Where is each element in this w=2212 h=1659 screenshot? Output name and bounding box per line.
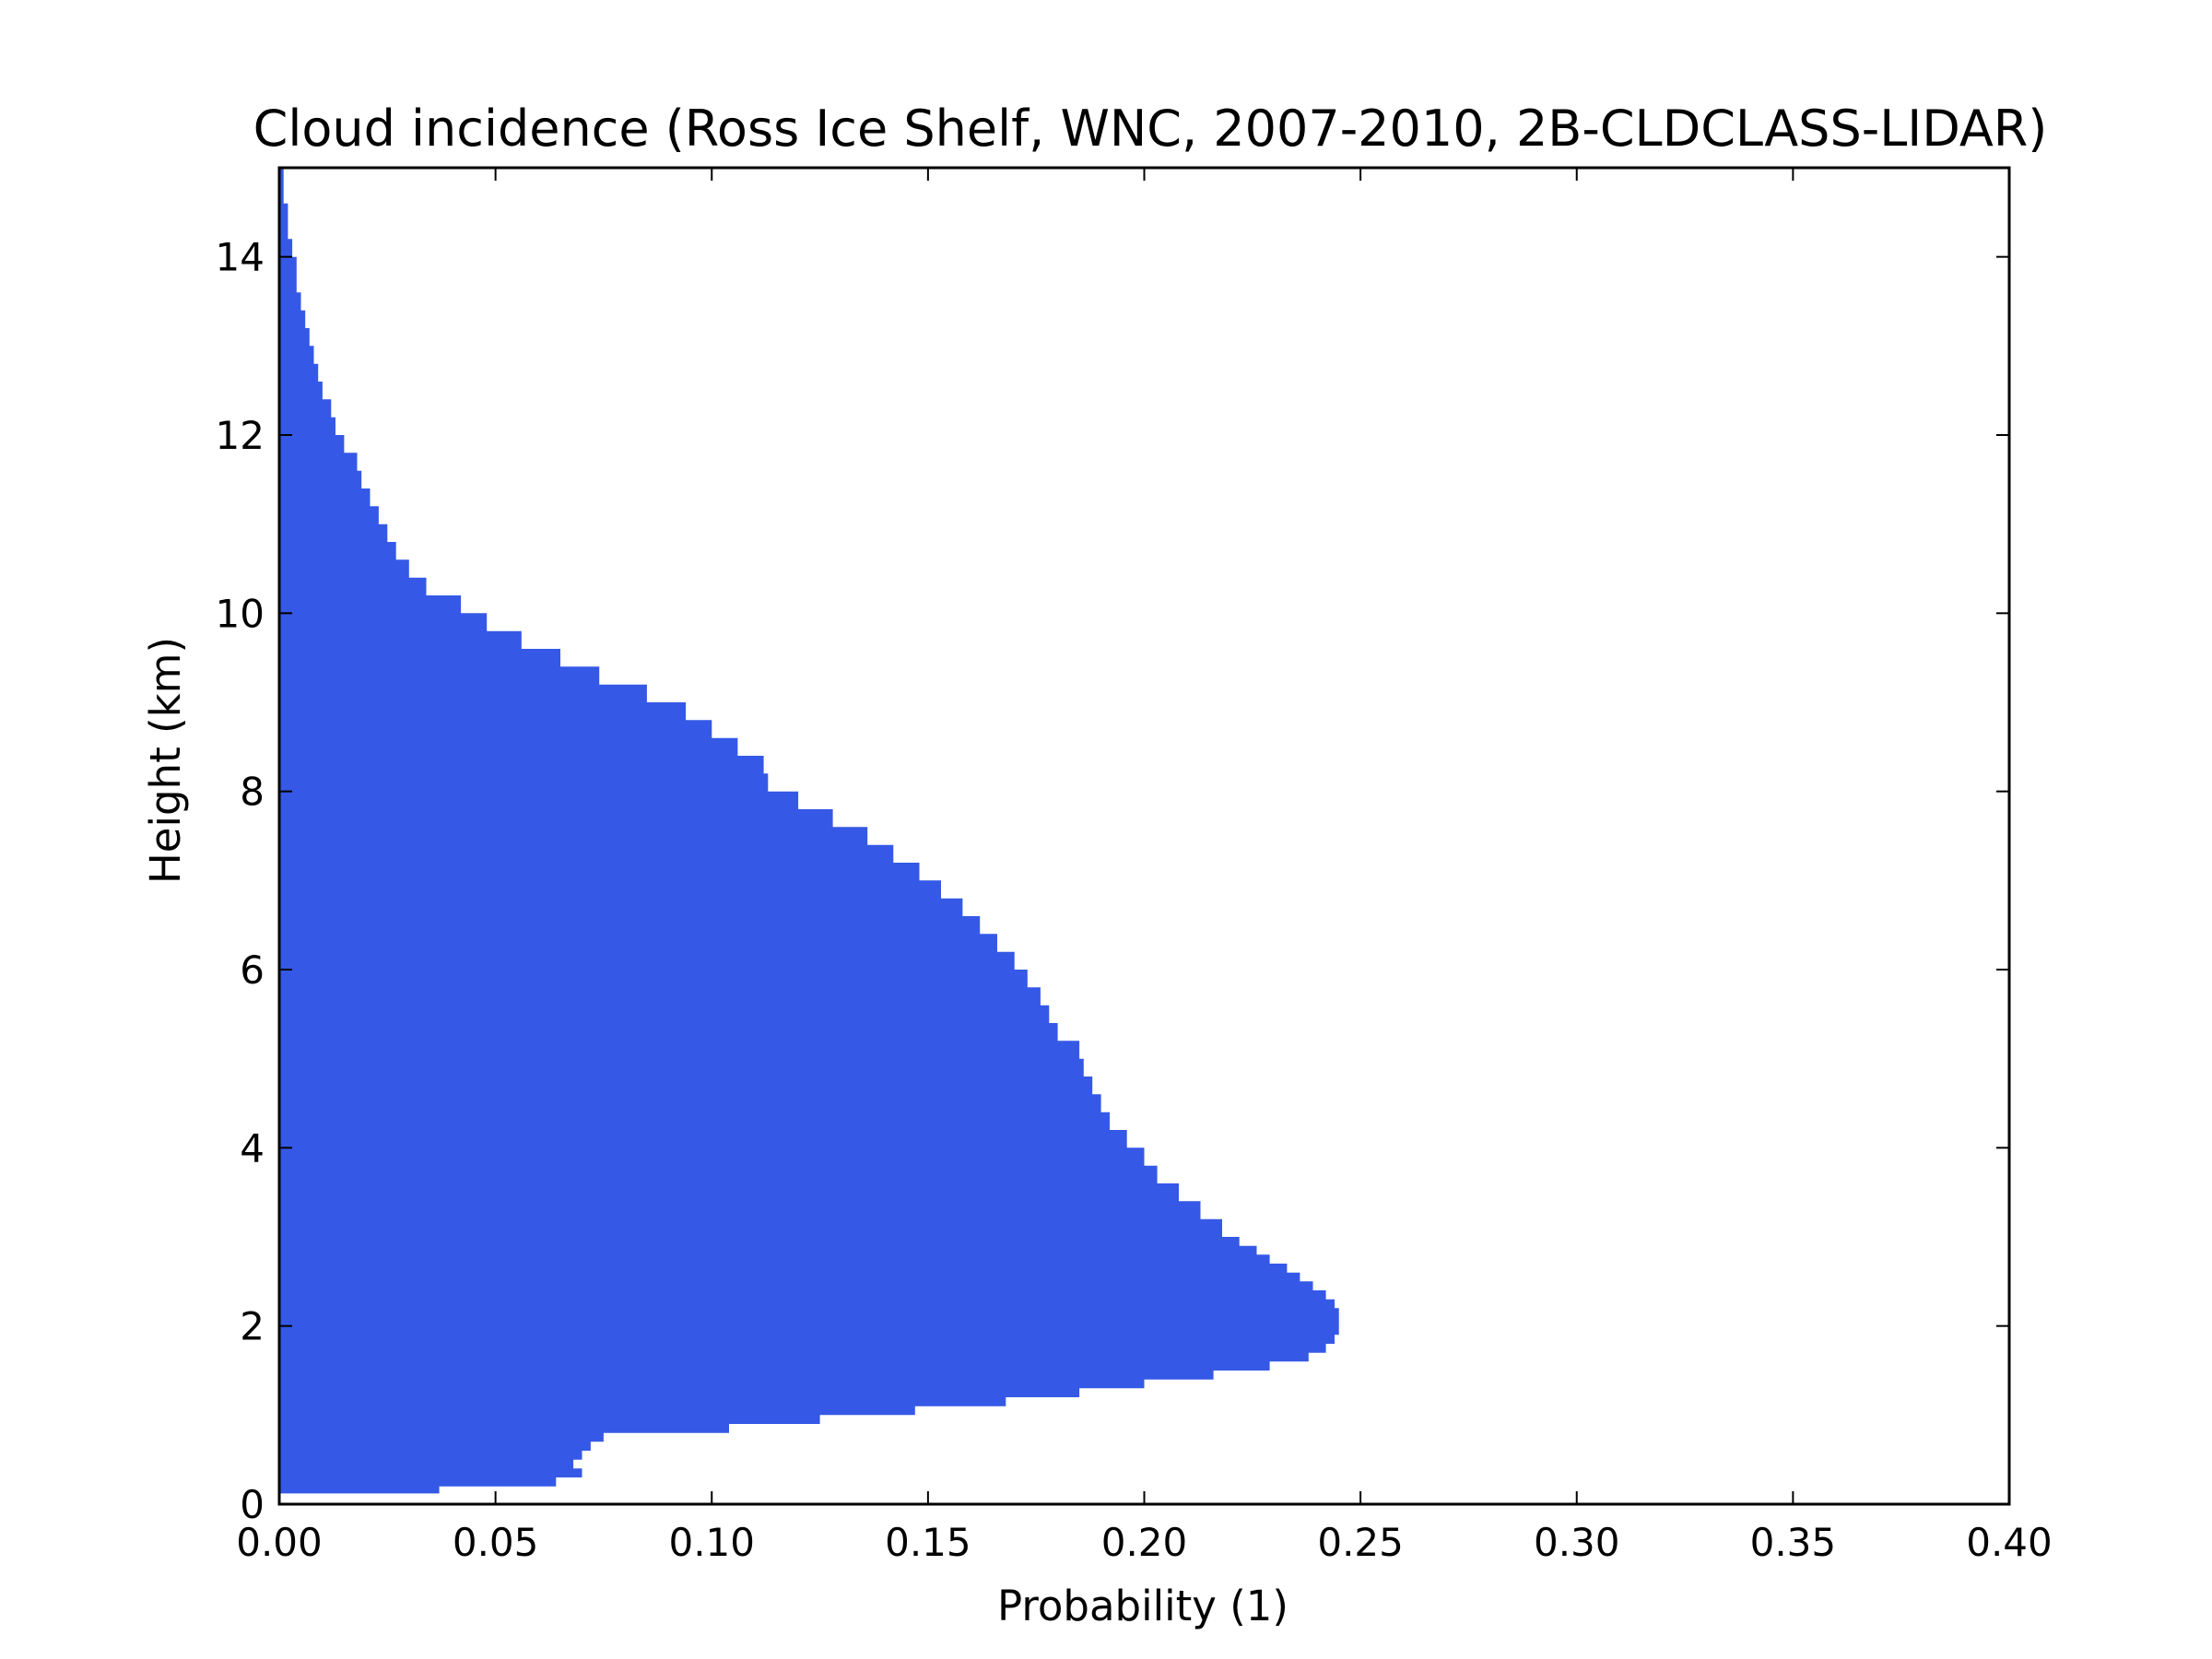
y-axis-label: Height (km) (141, 637, 190, 884)
probability-area (279, 168, 1339, 1504)
x-tick-label: 0.10 (668, 1520, 755, 1565)
chart-title: Cloud incidence (Ross Ice Shelf, WNC, 20… (253, 100, 2048, 158)
y-tick-label: 8 (240, 770, 265, 815)
x-tick-label: 0.40 (1966, 1520, 2053, 1565)
axes: 0.00 0.05 0.10 0.15 0.20 0.25 0.30 0.35 0.40 0 2 4 6… (216, 166, 2053, 1565)
y-tick-label: 4 (240, 1125, 265, 1171)
x-tick-label: 0.30 (1534, 1520, 1620, 1565)
x-tick-label: 0.35 (1750, 1520, 1837, 1565)
x-tick-label: 0.05 (453, 1520, 539, 1565)
x-tick-label: 0.20 (1101, 1520, 1188, 1565)
y-tick-label: 10 (216, 591, 265, 636)
x-tick-label: 0.15 (885, 1520, 971, 1565)
y-tick-label: 2 (240, 1304, 265, 1349)
x-axis-label: Probability (1) (997, 1582, 1288, 1630)
y-tick-label: 6 (240, 947, 265, 993)
x-tick-label: 0.25 (1317, 1520, 1404, 1565)
x-tick-label: 0.00 (236, 1520, 323, 1565)
y-tick-label: 14 (216, 235, 265, 280)
plot-area (279, 168, 1339, 1504)
y-tick-label: 0 (240, 1482, 265, 1527)
y-tick-label: 12 (216, 413, 265, 458)
